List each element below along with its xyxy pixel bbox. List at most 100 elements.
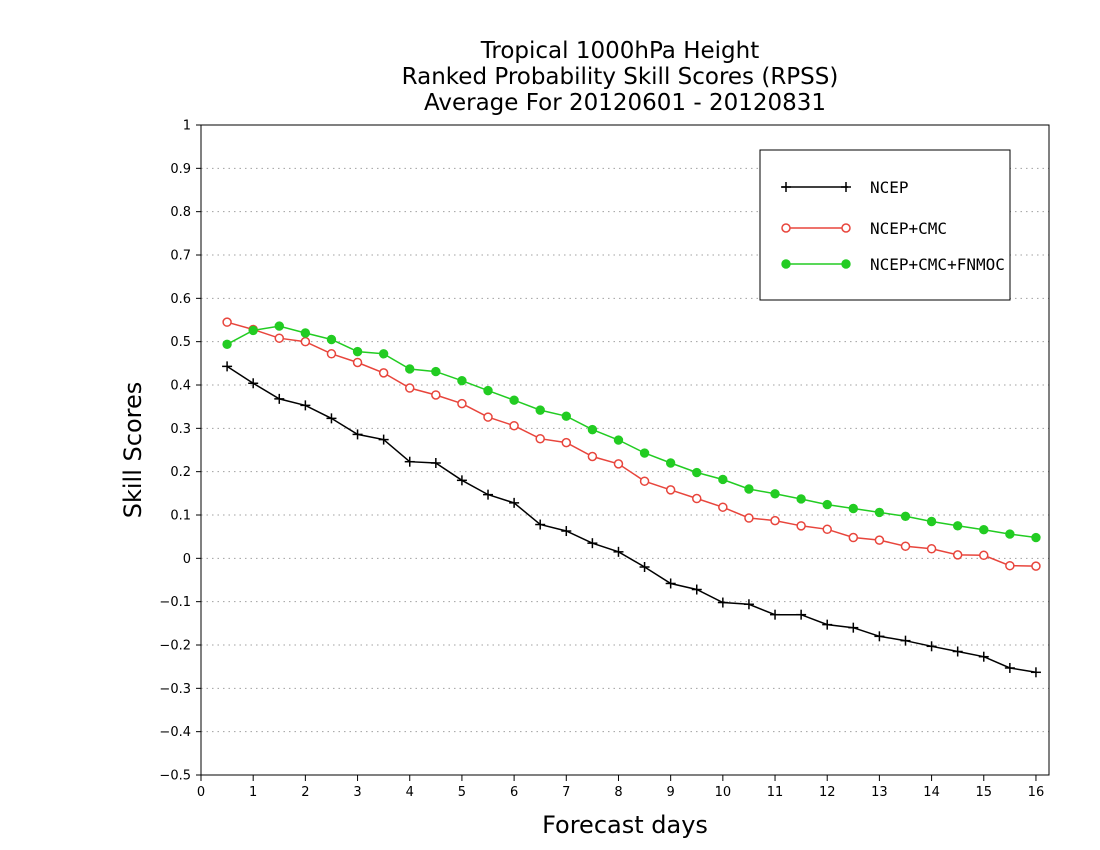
- legend-marker: [841, 182, 851, 192]
- data-point: [1030, 667, 1041, 678]
- data-point: [248, 325, 258, 336]
- series-line: [226, 365, 1037, 674]
- data-point: [535, 405, 545, 415]
- data-point: [561, 437, 572, 448]
- x-tick-label: 12: [819, 785, 836, 800]
- legend: NCEP NCEP+CMC NCEP+CMC+FNMOC: [759, 149, 1011, 301]
- data-point: [822, 619, 833, 630]
- data-point: [300, 328, 311, 338]
- data-point: [665, 485, 676, 495]
- y-tick-label: 0.3: [170, 422, 191, 437]
- data-point: [509, 420, 519, 431]
- legend-marker: [841, 223, 851, 233]
- data-point: [1005, 529, 1015, 539]
- data-point: [378, 434, 389, 445]
- y-tick-label: 0: [183, 552, 191, 567]
- data-point: [718, 502, 728, 512]
- data-series: [222, 317, 1041, 678]
- x-tick-label: 3: [353, 785, 361, 800]
- data-point: [718, 474, 728, 485]
- data-point: [222, 361, 233, 372]
- data-point: [326, 413, 337, 424]
- data-point: [274, 321, 284, 331]
- x-tick-label: 9: [667, 785, 675, 800]
- data-point: [456, 475, 467, 486]
- data-point: [639, 476, 650, 486]
- data-point: [639, 448, 650, 458]
- data-point: [352, 357, 363, 368]
- x-tick-label: 2: [301, 785, 309, 800]
- data-point: [1004, 662, 1015, 673]
- x-tick-label: 15: [975, 785, 992, 800]
- data-point: [457, 375, 467, 386]
- x-axis-ticks: 0 1 2 3 4 5 6 7 8 9 10 11 12 13 14 15 16: [197, 775, 1044, 800]
- data-point: [1031, 532, 1041, 543]
- data-point: [691, 584, 702, 595]
- series-ncep-cmc: [222, 317, 1041, 571]
- x-tick-label: 14: [923, 785, 940, 800]
- data-point: [222, 339, 232, 349]
- legend-marker: [781, 182, 791, 192]
- data-point: [639, 562, 650, 572]
- data-point: [405, 364, 415, 374]
- data-point: [431, 390, 441, 400]
- data-point: [274, 393, 285, 404]
- data-point: [665, 578, 676, 589]
- data-point: [378, 349, 389, 359]
- data-point: [274, 333, 285, 343]
- data-point: [1005, 560, 1015, 571]
- series-line: [226, 321, 1037, 567]
- data-point: [744, 484, 754, 494]
- y-tick-label: 0.2: [170, 465, 191, 480]
- series-ncep: [222, 361, 1041, 678]
- legend-box: [759, 149, 1011, 301]
- data-point: [613, 435, 624, 445]
- chart-title: Tropical 1000hPa Height Ranked Probabili…: [402, 38, 839, 116]
- data-point: [979, 550, 989, 561]
- legend-item: NCEP: [781, 178, 909, 197]
- data-point: [744, 513, 754, 523]
- data-point: [222, 317, 232, 327]
- data-point: [248, 378, 259, 389]
- data-point: [352, 346, 363, 357]
- series-line: [226, 325, 1037, 539]
- data-point: [509, 497, 520, 508]
- data-point: [926, 544, 937, 554]
- data-point: [378, 368, 389, 378]
- data-point: [587, 538, 598, 549]
- y-tick-label: −0.2: [159, 639, 191, 654]
- data-point: [483, 412, 493, 422]
- data-point: [952, 521, 963, 531]
- data-point: [1031, 561, 1041, 571]
- data-point: [613, 546, 624, 557]
- data-point: [743, 599, 754, 610]
- data-point: [535, 433, 545, 444]
- data-point: [326, 349, 337, 359]
- y-tick-label: −0.5: [159, 769, 191, 784]
- data-point: [822, 499, 832, 510]
- data-point: [665, 458, 676, 468]
- series-ncep-cmc-fnmoc: [222, 321, 1041, 543]
- y-tick-label: 0.7: [170, 249, 191, 264]
- x-tick-label: 6: [510, 785, 518, 800]
- data-point: [692, 467, 702, 478]
- x-tick-label: 10: [715, 785, 732, 800]
- data-point: [874, 507, 885, 518]
- data-point: [326, 334, 337, 345]
- data-point: [300, 336, 311, 347]
- legend-label: NCEP+CMC: [870, 219, 947, 238]
- y-tick-label: 0.4: [170, 379, 191, 394]
- legend-label: NCEP+CMC+FNMOC: [870, 255, 1005, 274]
- y-tick-label: 0.6: [170, 292, 191, 307]
- data-point: [796, 494, 806, 504]
- plot-frame: [200, 124, 1050, 776]
- data-point: [561, 411, 571, 421]
- y-tick-label: 0.8: [170, 205, 191, 220]
- x-tick-label: 5: [458, 785, 466, 800]
- x-tick-label: 4: [406, 785, 414, 800]
- data-point: [587, 424, 598, 435]
- data-point: [561, 526, 572, 537]
- data-point: [900, 541, 911, 551]
- data-point: [796, 521, 806, 531]
